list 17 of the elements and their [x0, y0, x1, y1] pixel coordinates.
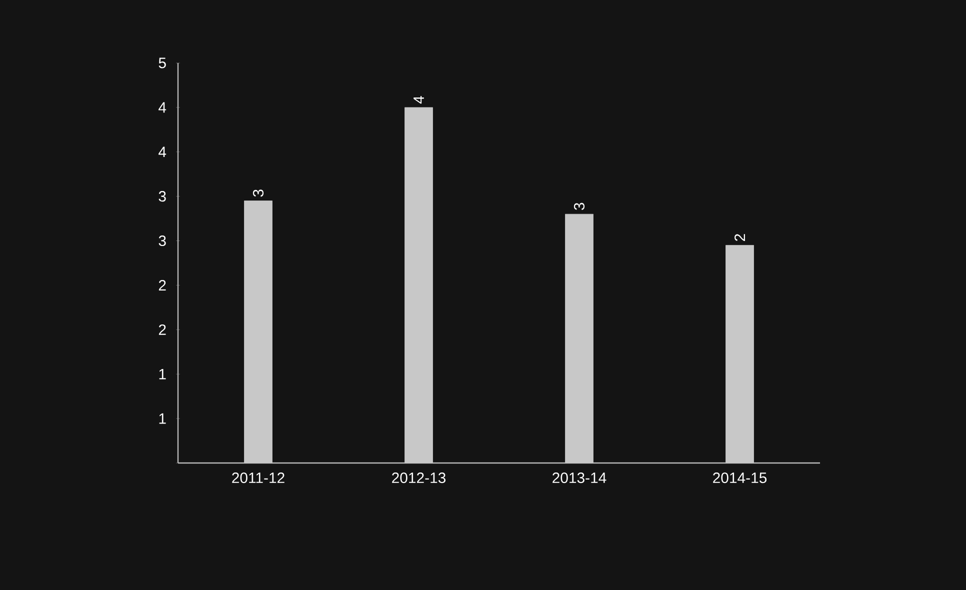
x-tick-label: 2013-14: [552, 472, 606, 484]
y-tick-label: 2: [158, 280, 166, 290]
data-label: 2: [734, 234, 745, 241]
data-label: 3: [574, 202, 585, 210]
x-tick-label: 2014-15: [713, 472, 767, 484]
y-tick-label: 2: [158, 324, 166, 335]
y-tick-label: 1: [159, 368, 166, 380]
x-tick-label: 2011-12: [232, 472, 284, 484]
x-tick-label: 2012-13: [392, 472, 446, 484]
y-tick-label: 1: [159, 413, 166, 424]
y-tick-label: 4: [158, 146, 166, 158]
data-label: 4: [414, 96, 424, 104]
y-tick-label: 3: [158, 191, 166, 202]
y-tick-label: 3: [158, 235, 166, 246]
y-tick-label: 4: [158, 102, 166, 113]
data-label: 3: [252, 190, 264, 197]
y-tick-label: 5: [158, 58, 166, 68]
